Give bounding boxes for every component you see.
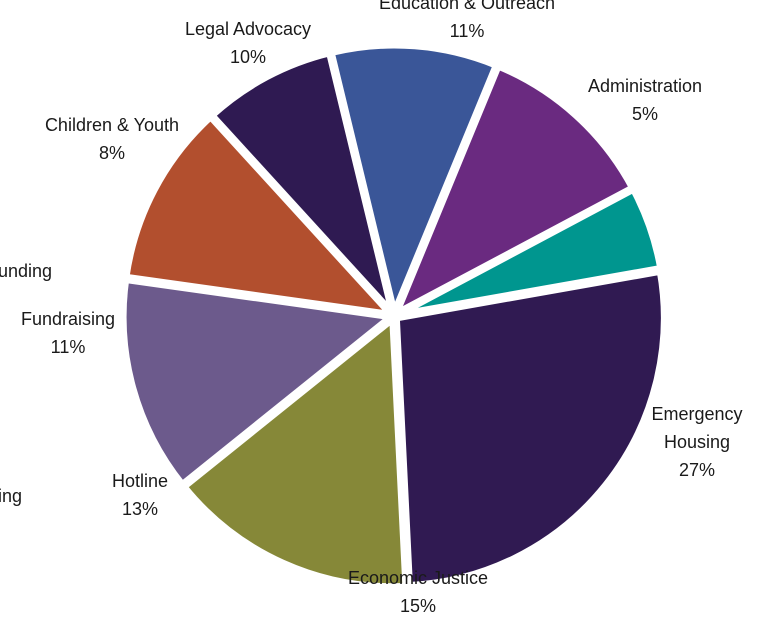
pie-slice-emergency-housing <box>392 267 668 590</box>
pie-slice-legal-advocacy <box>326 41 501 325</box>
truncated-label-left-lower: ing <box>0 486 22 506</box>
pie-label-percent: 27% <box>679 460 715 480</box>
pie-label-name: Children & Youth <box>45 115 179 135</box>
pie-label-name: Legal Advocacy <box>185 19 311 39</box>
pie-label-legal-advocacy: Legal Advocacy 10% <box>185 19 311 67</box>
pie-label-children-and-youth: Children & Youth 8% <box>45 115 179 163</box>
pie-label-education-and-outreach: Education & Outreach 11% <box>379 0 555 41</box>
pie-label-percent: 5% <box>632 104 658 124</box>
pie-label-percent: 10% <box>230 47 266 67</box>
pie-slice-children-and-youth <box>206 48 396 316</box>
pie-label-administration: Administration 5% <box>588 76 702 124</box>
pie-label-name: Fundraising <box>21 309 115 329</box>
pie-label-name: Emergency <box>651 404 742 424</box>
pie-label-name: Education & Outreach <box>379 0 555 13</box>
pie-labels: Administration 5% Emergency Housing 27% Econo… <box>21 0 743 616</box>
pie-label-name: Administration <box>588 76 702 96</box>
pie-label-percent: 13% <box>122 499 158 519</box>
pie-label-economic-justice: Economic Justice 15% <box>348 568 488 616</box>
pie-label-percent: 11% <box>450 21 485 41</box>
pie-slices <box>119 41 668 591</box>
pie-label-name: Hotline <box>112 471 168 491</box>
pie-slice-education-and-outreach <box>389 61 638 322</box>
pie-label-emergency-housing: Emergency Housing 27% <box>651 404 742 480</box>
pie-label-hotline: Hotline 13% <box>112 471 168 519</box>
pie-label-name: Housing <box>664 432 730 452</box>
pie-label-percent: 8% <box>99 143 125 163</box>
pie-label-percent: 11% <box>51 337 86 357</box>
pie-slice-fundraising <box>121 111 401 320</box>
pie-label-fundraising: Fundraising 11% <box>21 309 115 357</box>
pie-slice-economic-justice <box>178 311 410 591</box>
pie-label-name: Economic Justice <box>348 568 488 588</box>
pie-label-percent: 15% <box>400 596 436 616</box>
pie-slice-hotline <box>119 275 400 490</box>
truncated-label-left-upper: unding <box>0 261 52 281</box>
